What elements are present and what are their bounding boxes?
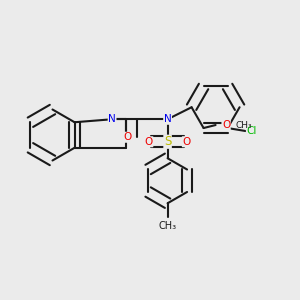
- Text: O: O: [145, 137, 153, 147]
- Text: O: O: [222, 120, 230, 130]
- Text: O: O: [182, 137, 190, 147]
- Text: N: N: [164, 114, 172, 124]
- Text: CH₃: CH₃: [158, 220, 177, 231]
- Text: S: S: [164, 135, 171, 148]
- Text: CH₃: CH₃: [235, 121, 252, 130]
- Text: N: N: [108, 114, 116, 124]
- Text: O: O: [124, 132, 132, 142]
- Text: Cl: Cl: [246, 126, 257, 136]
